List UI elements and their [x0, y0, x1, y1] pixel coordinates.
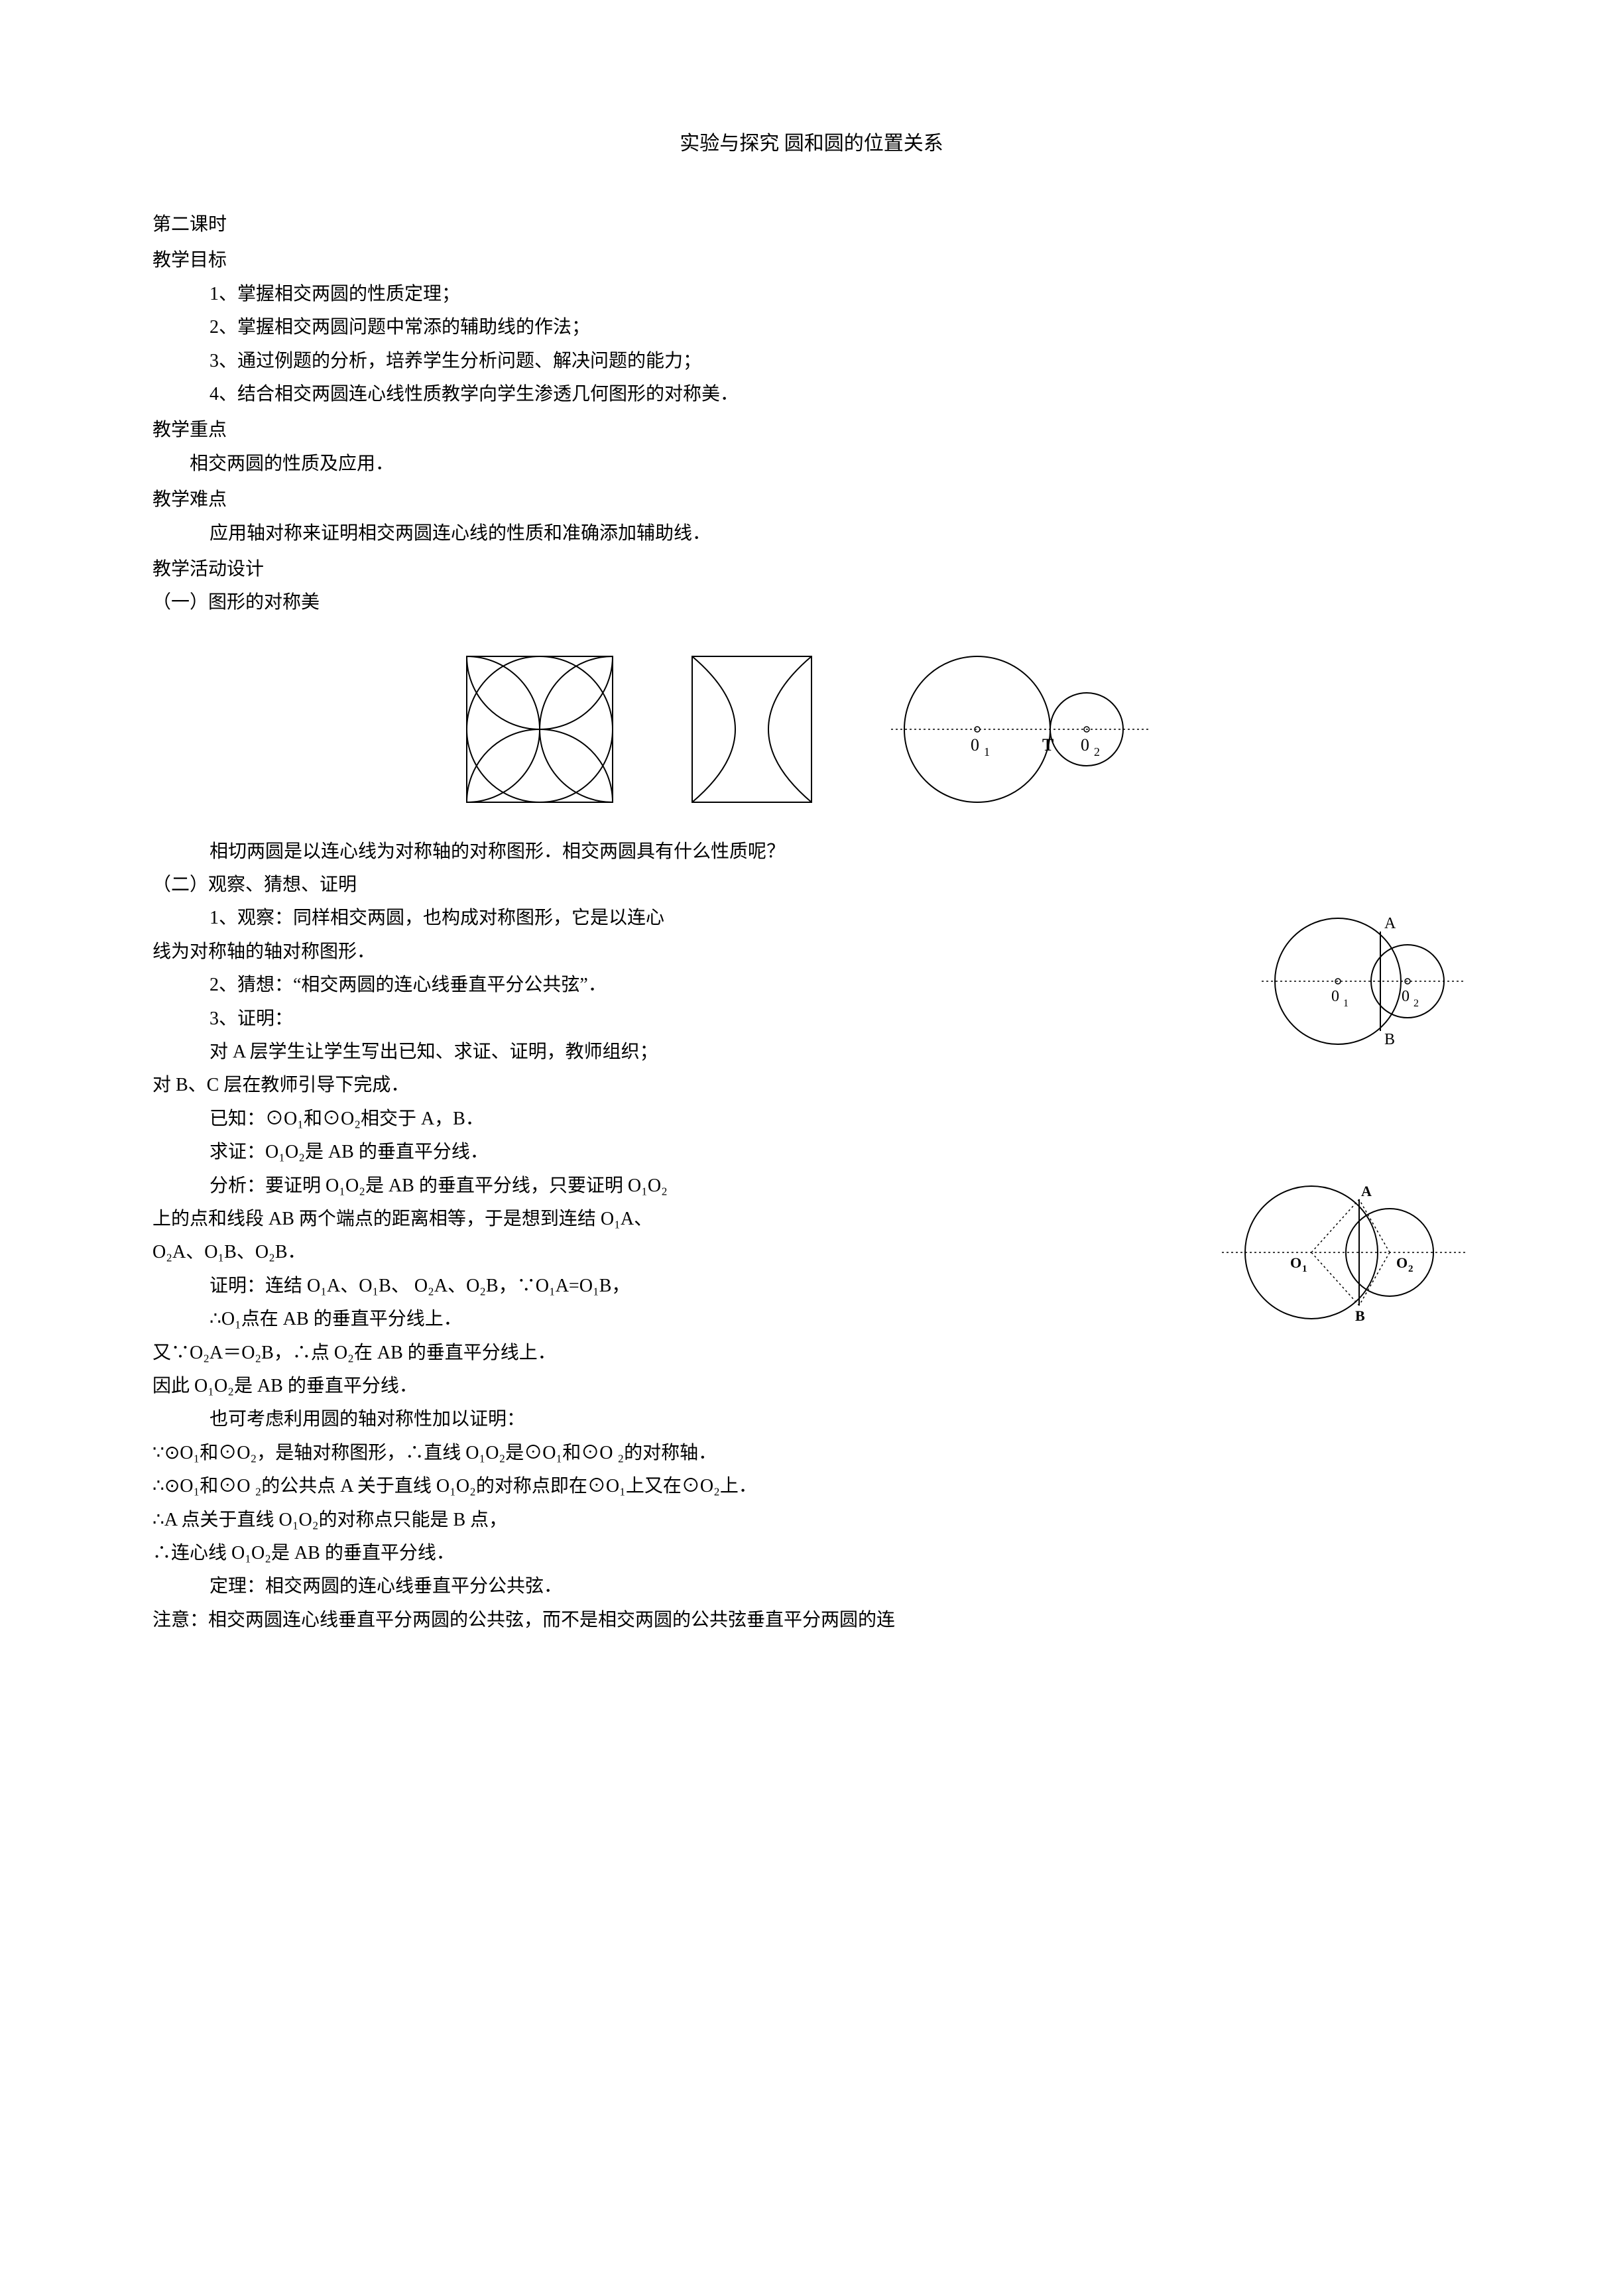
figure-rect-arcs [686, 650, 818, 809]
prove-text: 求证：O₁O₂是 AB 的垂直平分线． [152, 1136, 1471, 1169]
activity-heading: 教学活动设计 [152, 553, 1471, 586]
label-o1-sub: 1 [984, 745, 990, 758]
figure-intersect-circles-1: A B 0 1 0 2 [1258, 902, 1471, 1061]
section1-caption: 相切两圆是以连心线为对称轴的对称图形．相交两圆具有什么性质呢？ [152, 835, 1471, 869]
alt-1: ∵⊙O₁和⊙O₂，是轴对称图形，∴直线 O₁O₂是⊙O₁和⊙O ₂的对称轴． [152, 1437, 1471, 1470]
label-o2-sub: 2 [1413, 998, 1419, 1009]
alt-3: ∴A 点关于直线 O₁O₂的对称点只能是 B 点， [152, 1504, 1471, 1537]
label-o2: 0 [1402, 988, 1410, 1005]
label-b: B [1355, 1307, 1365, 1324]
document-title: 实验与探究 圆和圆的位置关系 [152, 126, 1471, 162]
theorem: 定理：相交两圆的连心线垂直平分公共弦． [152, 1570, 1471, 1603]
figures-row-1: 0 1 T 0 2 [152, 643, 1471, 816]
focus-text: 相交两圆的性质及应用． [152, 448, 1471, 481]
figure-tangent-circles: 0 1 T 0 2 [884, 643, 1163, 816]
difficulty-heading: 教学难点 [152, 483, 1471, 516]
label-o1: 0 [1331, 988, 1339, 1005]
label-o2-sub: 2 [1408, 1264, 1413, 1274]
known-text: 已知：⊙O₁和⊙O₂相交于 A，B． [152, 1103, 1471, 1136]
proof-3: 又∵O₂A＝O₂B，∴点 O₂在 AB 的垂直平分线上． [152, 1337, 1471, 1370]
note: 注意：相交两圆连心线垂直平分两圆的公共弦，而不是相交两圆的公共弦垂直平分两圆的连 [152, 1604, 1471, 1637]
focus-heading: 教学重点 [152, 414, 1471, 447]
goals-heading: 教学目标 [152, 244, 1471, 277]
goal-item: 3、通过例题的分析，培养学生分析问题、解决问题的能力； [152, 345, 1471, 378]
alt-2: ∴⊙O₁和⊙O ₂的公共点 A 关于直线 O₁O₂的对称点即在⊙O₁上又在⊙O₂… [152, 1470, 1471, 1503]
difficulty-text: 应用轴对称来证明相交两圆连心线的性质和准确添加辅助线． [152, 517, 1471, 550]
label-o1: 0 [971, 735, 979, 755]
label-o2-sub: 2 [1094, 745, 1100, 758]
label-b: B [1384, 1031, 1395, 1048]
alt-intro: 也可考虑利用圆的轴对称性加以证明： [152, 1403, 1471, 1436]
section1-heading: （一）图形的对称美 [152, 586, 1471, 619]
section2-heading: （二）观察、猜想、证明 [152, 869, 1471, 902]
proof-4: 因此 O₁O₂是 AB 的垂直平分线． [152, 1370, 1471, 1403]
alt-4: ∴连心线 O₁O₂是 AB 的垂直平分线． [152, 1537, 1471, 1570]
goal-item: 1、掌握相交两圆的性质定理； [152, 278, 1471, 311]
label-t: T [1042, 735, 1053, 755]
figure-intersect-circles-2: A B O 1 O 2 [1219, 1170, 1471, 1335]
label-o1: O [1290, 1254, 1301, 1271]
lesson-heading: 第二课时 [152, 208, 1471, 241]
goal-item: 4、结合相交两圆连心线性质教学向学生渗透几何图形的对称美． [152, 378, 1471, 411]
label-o1-sub: 1 [1302, 1264, 1307, 1274]
goal-item: 2、掌握相交两圆问题中常添的辅助线的作法； [152, 311, 1471, 344]
label-o1-sub: 1 [1343, 998, 1349, 1009]
figure-square-petals [460, 650, 619, 809]
label-a: A [1361, 1183, 1372, 1199]
sec2-p4b: 对 B、C 层在教师引导下完成． [152, 1069, 1471, 1102]
label-o2: O [1396, 1254, 1408, 1271]
label-o2: 0 [1081, 735, 1089, 755]
label-a: A [1384, 915, 1396, 932]
